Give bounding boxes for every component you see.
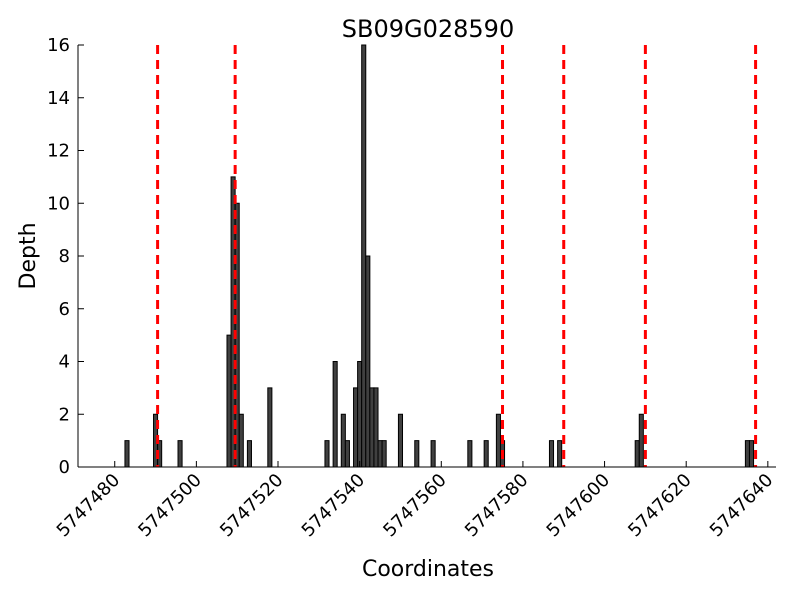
bar-32 xyxy=(638,413,644,468)
bar-22 xyxy=(397,413,404,468)
bar-16 xyxy=(361,44,367,468)
x-tick-label-3: 5747540 xyxy=(298,470,370,542)
x-tick-label-6: 5747600 xyxy=(543,470,615,542)
bar-9 xyxy=(267,387,273,468)
x-axis-label: Coordinates xyxy=(362,557,494,582)
bar-29 xyxy=(548,440,555,468)
y-tick-label-6: 12 xyxy=(47,141,70,162)
y-tick-label-7: 14 xyxy=(47,88,70,109)
bar-30 xyxy=(557,440,563,468)
bar-18 xyxy=(369,387,375,468)
bar-24 xyxy=(430,440,436,468)
bar-33 xyxy=(744,440,750,468)
x-tick-label-5: 5747580 xyxy=(461,470,533,542)
y-axis-label: Depth xyxy=(16,222,41,289)
bar-20 xyxy=(377,440,383,468)
y-tick-label-8: 16 xyxy=(47,35,70,56)
red-dashed-lines xyxy=(156,45,758,467)
bar-10 xyxy=(324,440,330,468)
bar-13 xyxy=(344,440,350,468)
bar-21 xyxy=(381,440,387,468)
y-tick-label-2: 4 xyxy=(59,352,70,373)
x-tick-label-0: 5747480 xyxy=(53,470,125,542)
bar-25 xyxy=(467,440,473,468)
y-tick-label-5: 10 xyxy=(47,193,70,214)
y-tick-label-4: 8 xyxy=(59,246,70,267)
bar-12 xyxy=(340,413,346,468)
y-tick-label-1: 2 xyxy=(59,404,70,425)
bar-17 xyxy=(365,255,371,468)
y-tick-label-0: 0 xyxy=(59,457,70,478)
bar-11 xyxy=(332,361,338,468)
y-tick-label-3: 6 xyxy=(59,299,70,320)
bar-31 xyxy=(634,440,640,468)
bar-34 xyxy=(748,440,755,468)
bar-15 xyxy=(357,361,363,468)
bar-8 xyxy=(246,440,252,468)
bar-4 xyxy=(226,334,232,468)
bar-19 xyxy=(373,387,379,468)
x-tick-label-8: 5747640 xyxy=(706,470,778,542)
x-tick-label-4: 5747560 xyxy=(379,470,451,542)
bar-23 xyxy=(414,440,420,468)
x-tick-label-2: 5747520 xyxy=(216,470,288,542)
x-tick-label-1: 5747500 xyxy=(134,470,206,542)
bar-14 xyxy=(353,387,359,468)
bar-27 xyxy=(495,413,501,468)
bar-series xyxy=(124,44,755,468)
bar-3 xyxy=(177,440,183,468)
bar-0 xyxy=(124,440,130,468)
bar-26 xyxy=(483,440,489,468)
bar-7 xyxy=(238,413,244,468)
chart-title: SB09G028590 xyxy=(342,15,514,43)
x-tick-label-7: 5747620 xyxy=(624,470,696,542)
